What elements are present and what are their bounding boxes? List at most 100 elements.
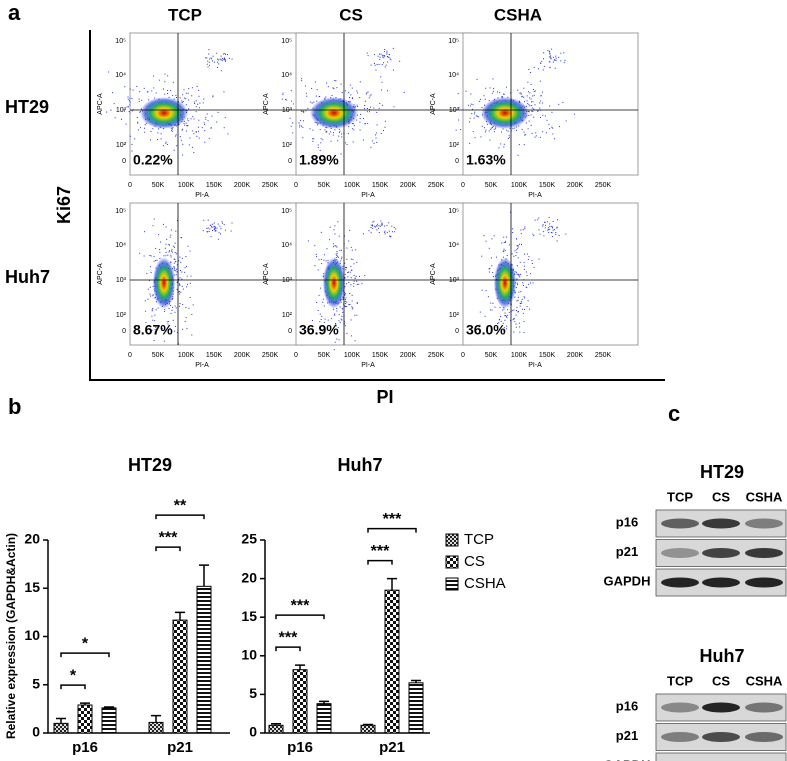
event-dot	[390, 235, 392, 237]
event-dot	[342, 308, 344, 310]
event-dot	[511, 309, 513, 311]
event-dot	[354, 314, 356, 316]
event-dot	[211, 230, 213, 232]
event-dot	[289, 117, 291, 119]
event-dot	[165, 330, 167, 332]
event-dot	[556, 227, 558, 229]
event-dot	[505, 325, 507, 327]
event-dot	[175, 96, 177, 98]
event-dot	[143, 127, 145, 129]
event-dot	[545, 132, 547, 134]
event-dot	[344, 303, 346, 305]
event-dot	[176, 268, 178, 270]
event-dot	[329, 239, 331, 241]
event-dot	[374, 226, 376, 228]
event-dot	[121, 118, 123, 120]
event-dot	[341, 319, 343, 321]
event-dot	[337, 221, 339, 223]
event-dot	[549, 57, 551, 59]
protein-label: p16	[616, 698, 638, 713]
event-dot	[193, 151, 195, 153]
y-tick-label: 10³	[282, 107, 293, 114]
event-dot	[527, 259, 529, 261]
event-dot	[337, 256, 339, 258]
event-dot	[383, 57, 385, 59]
x-tick-label: 100K	[511, 182, 528, 189]
event-dot	[359, 81, 361, 83]
event-dot	[199, 107, 201, 109]
event-dot	[565, 233, 567, 235]
event-dot	[348, 97, 350, 99]
legend-swatch	[445, 533, 459, 547]
event-dot	[340, 318, 342, 320]
event-dot	[552, 127, 554, 129]
event-dot	[515, 323, 517, 325]
event-dot	[556, 240, 558, 242]
event-dot	[346, 283, 348, 285]
event-dot	[472, 104, 474, 106]
event-dot	[499, 92, 501, 94]
event-dot	[530, 273, 532, 275]
event-dot	[518, 311, 520, 313]
lane-label: TCP	[667, 489, 693, 504]
event-dot	[527, 300, 529, 302]
event-dot	[382, 129, 384, 131]
axis-label: PI-A	[195, 362, 209, 369]
event-dot	[185, 256, 187, 258]
event-dot	[185, 122, 187, 124]
event-dot	[333, 88, 335, 90]
y-tick-label: 0	[288, 328, 292, 335]
event-dot	[475, 115, 477, 117]
x-tick-label: 0	[128, 182, 132, 189]
event-dot	[312, 129, 314, 131]
event-dot	[556, 226, 558, 228]
axis-label: PI-A	[361, 362, 375, 369]
event-dot	[205, 57, 207, 59]
event-dot	[525, 286, 527, 288]
event-dot	[485, 290, 487, 292]
event-dot	[281, 98, 283, 100]
event-dot	[515, 310, 517, 312]
event-dot	[306, 95, 308, 97]
event-dot	[221, 221, 223, 223]
event-dot	[549, 53, 551, 55]
y-tick-label: 10⁵	[281, 38, 292, 45]
event-dot	[351, 87, 353, 89]
event-dot	[520, 92, 522, 94]
event-dot	[517, 299, 519, 301]
event-dot	[519, 305, 521, 307]
event-dot	[184, 271, 186, 273]
event-dot	[334, 313, 336, 315]
event-dot	[390, 236, 392, 238]
event-dot	[225, 60, 227, 62]
event-dot	[506, 236, 508, 238]
event-dot	[542, 231, 544, 233]
event-dot	[300, 110, 302, 112]
event-dot	[208, 49, 210, 51]
event-dot	[484, 98, 486, 100]
event-dot	[550, 55, 552, 57]
event-dot	[194, 103, 196, 105]
y-tick-label: 10⁵	[115, 38, 126, 45]
event-dot	[458, 107, 460, 109]
event-dot	[520, 244, 522, 246]
event-dot	[138, 100, 140, 102]
event-dot	[534, 136, 536, 138]
event-dot	[144, 300, 146, 302]
event-dot	[364, 123, 366, 125]
event-dot	[179, 136, 181, 138]
event-dot	[546, 221, 548, 223]
event-dot	[356, 283, 358, 285]
bar	[292, 669, 308, 734]
event-dot	[346, 332, 348, 334]
event-dot	[383, 51, 385, 53]
event-dot	[366, 111, 368, 113]
event-dot	[501, 96, 503, 98]
event-dot	[154, 320, 156, 322]
event-dot	[530, 101, 532, 103]
event-dot	[480, 136, 482, 138]
event-dot	[155, 327, 157, 329]
event-dot	[149, 286, 151, 288]
event-dot	[325, 260, 327, 262]
event-dot	[348, 126, 350, 128]
